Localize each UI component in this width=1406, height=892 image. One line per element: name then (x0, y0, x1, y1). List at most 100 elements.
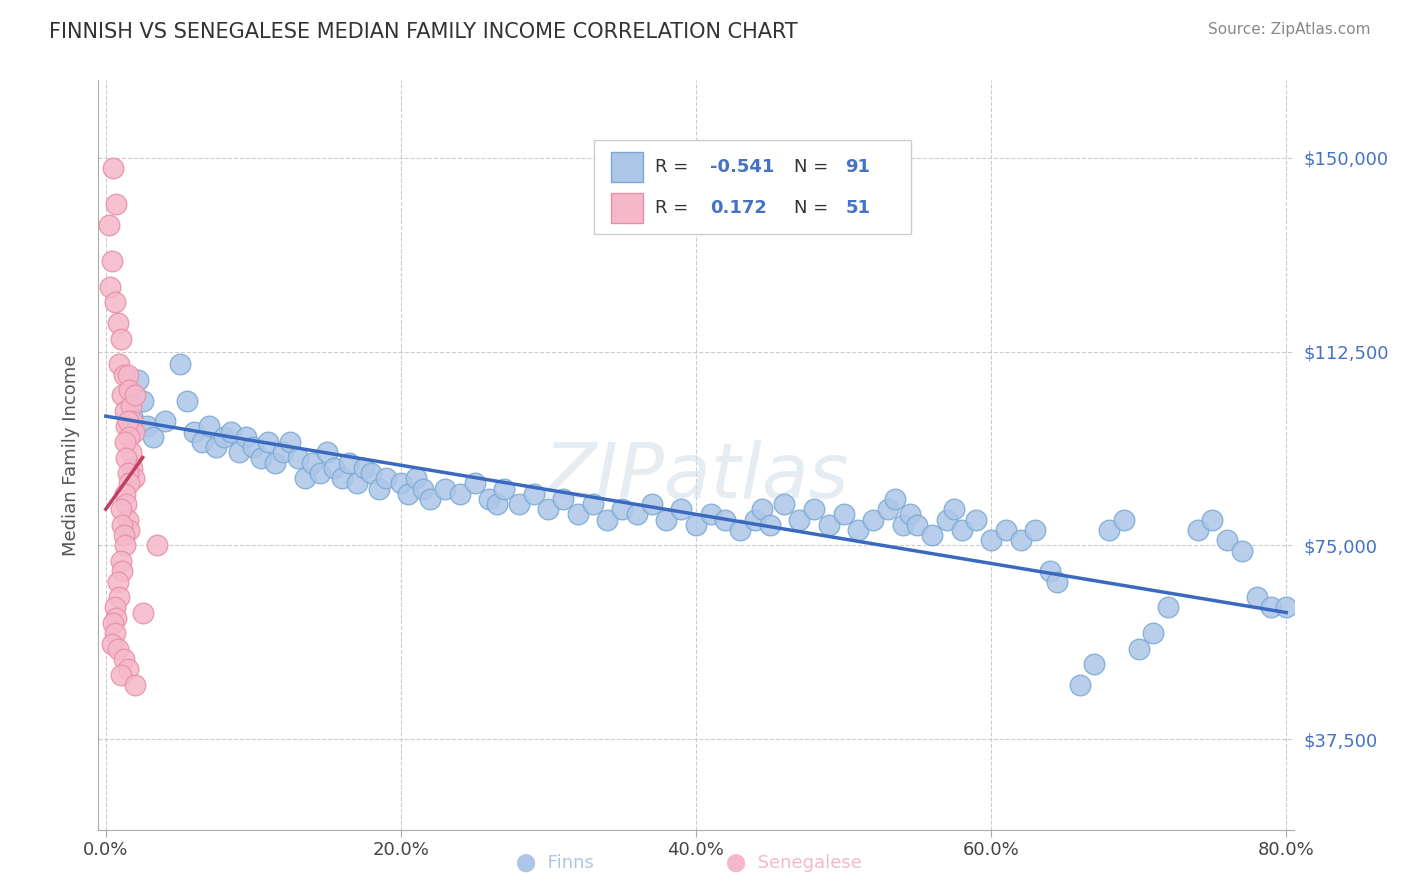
Point (1230, 543, 1253, 558)
Point (485, 497, 508, 511)
Point (108, 590, 131, 604)
Point (114, 404, 136, 418)
Point (330, 471, 353, 485)
Point (107, 641, 129, 656)
Point (1046, 574, 1069, 589)
Point (891, 517, 914, 532)
FancyBboxPatch shape (612, 193, 644, 223)
Text: -0.541: -0.541 (710, 159, 775, 177)
Point (153, 414, 176, 428)
Point (242, 440, 264, 454)
Point (367, 482, 389, 496)
Point (121, 414, 143, 428)
Point (1187, 523, 1209, 537)
Point (112, 368, 135, 382)
Point (921, 528, 943, 542)
Point (114, 435, 136, 450)
Point (1128, 641, 1150, 656)
Point (405, 471, 427, 485)
Point (101, 615, 124, 630)
Text: R =: R = (655, 199, 695, 217)
Point (523, 486, 546, 500)
Text: R =: R = (655, 159, 695, 177)
Point (626, 508, 648, 522)
Point (434, 482, 457, 496)
Point (118, 523, 141, 537)
Point (803, 502, 825, 516)
Point (136, 419, 159, 434)
Point (1246, 590, 1268, 604)
Point (876, 502, 898, 516)
Point (104, 295, 127, 310)
Point (110, 667, 132, 681)
Point (105, 610, 128, 624)
Point (118, 476, 141, 491)
Text: ⬤  Senegalese: ⬤ Senegalese (727, 854, 862, 872)
Point (905, 517, 928, 532)
Point (935, 512, 957, 526)
Point (1216, 533, 1239, 548)
Point (111, 517, 134, 532)
Point (117, 512, 139, 526)
Point (228, 445, 250, 459)
Point (655, 512, 678, 526)
Point (1142, 626, 1164, 640)
Point (553, 491, 575, 506)
Point (183, 425, 205, 439)
Point (146, 538, 169, 552)
Text: ⬤  Finns: ⬤ Finns (516, 854, 595, 872)
Point (271, 445, 294, 459)
Point (257, 435, 280, 450)
Point (1260, 600, 1282, 615)
Point (97, 218, 120, 232)
Point (1275, 600, 1298, 615)
Point (117, 368, 139, 382)
Point (478, 491, 501, 506)
Point (817, 517, 839, 532)
Point (537, 502, 560, 516)
Point (115, 497, 138, 511)
Point (337, 456, 360, 470)
Point (117, 414, 139, 428)
Point (412, 482, 434, 496)
Point (323, 460, 346, 475)
Text: 91: 91 (845, 159, 870, 177)
FancyBboxPatch shape (612, 153, 644, 182)
Point (1024, 523, 1046, 537)
Point (375, 471, 398, 485)
Point (131, 393, 153, 408)
Point (1112, 512, 1135, 526)
Point (112, 528, 135, 542)
Point (862, 512, 884, 526)
Point (612, 502, 634, 516)
Text: N =: N = (794, 199, 834, 217)
Point (110, 332, 132, 346)
Point (104, 600, 127, 615)
Point (120, 399, 142, 413)
Point (120, 445, 142, 459)
Point (118, 384, 141, 398)
Point (943, 502, 966, 516)
Point (1039, 564, 1062, 578)
Point (287, 450, 309, 465)
Point (124, 388, 146, 402)
Point (832, 508, 855, 522)
Text: ZIPat⁠las: ZIPat⁠las (543, 441, 849, 515)
Point (449, 486, 471, 500)
Point (104, 626, 127, 640)
Point (100, 636, 122, 650)
Point (169, 358, 191, 372)
Point (582, 497, 605, 511)
Point (508, 497, 530, 511)
Text: N =: N = (794, 159, 834, 177)
Point (249, 450, 271, 465)
Point (115, 419, 138, 434)
Point (980, 533, 1002, 548)
Point (264, 456, 287, 470)
Point (1010, 533, 1032, 548)
Point (108, 358, 131, 372)
Point (301, 456, 323, 470)
Point (728, 523, 751, 537)
Y-axis label: Median Family Income: Median Family Income (62, 354, 80, 556)
Point (112, 652, 135, 666)
